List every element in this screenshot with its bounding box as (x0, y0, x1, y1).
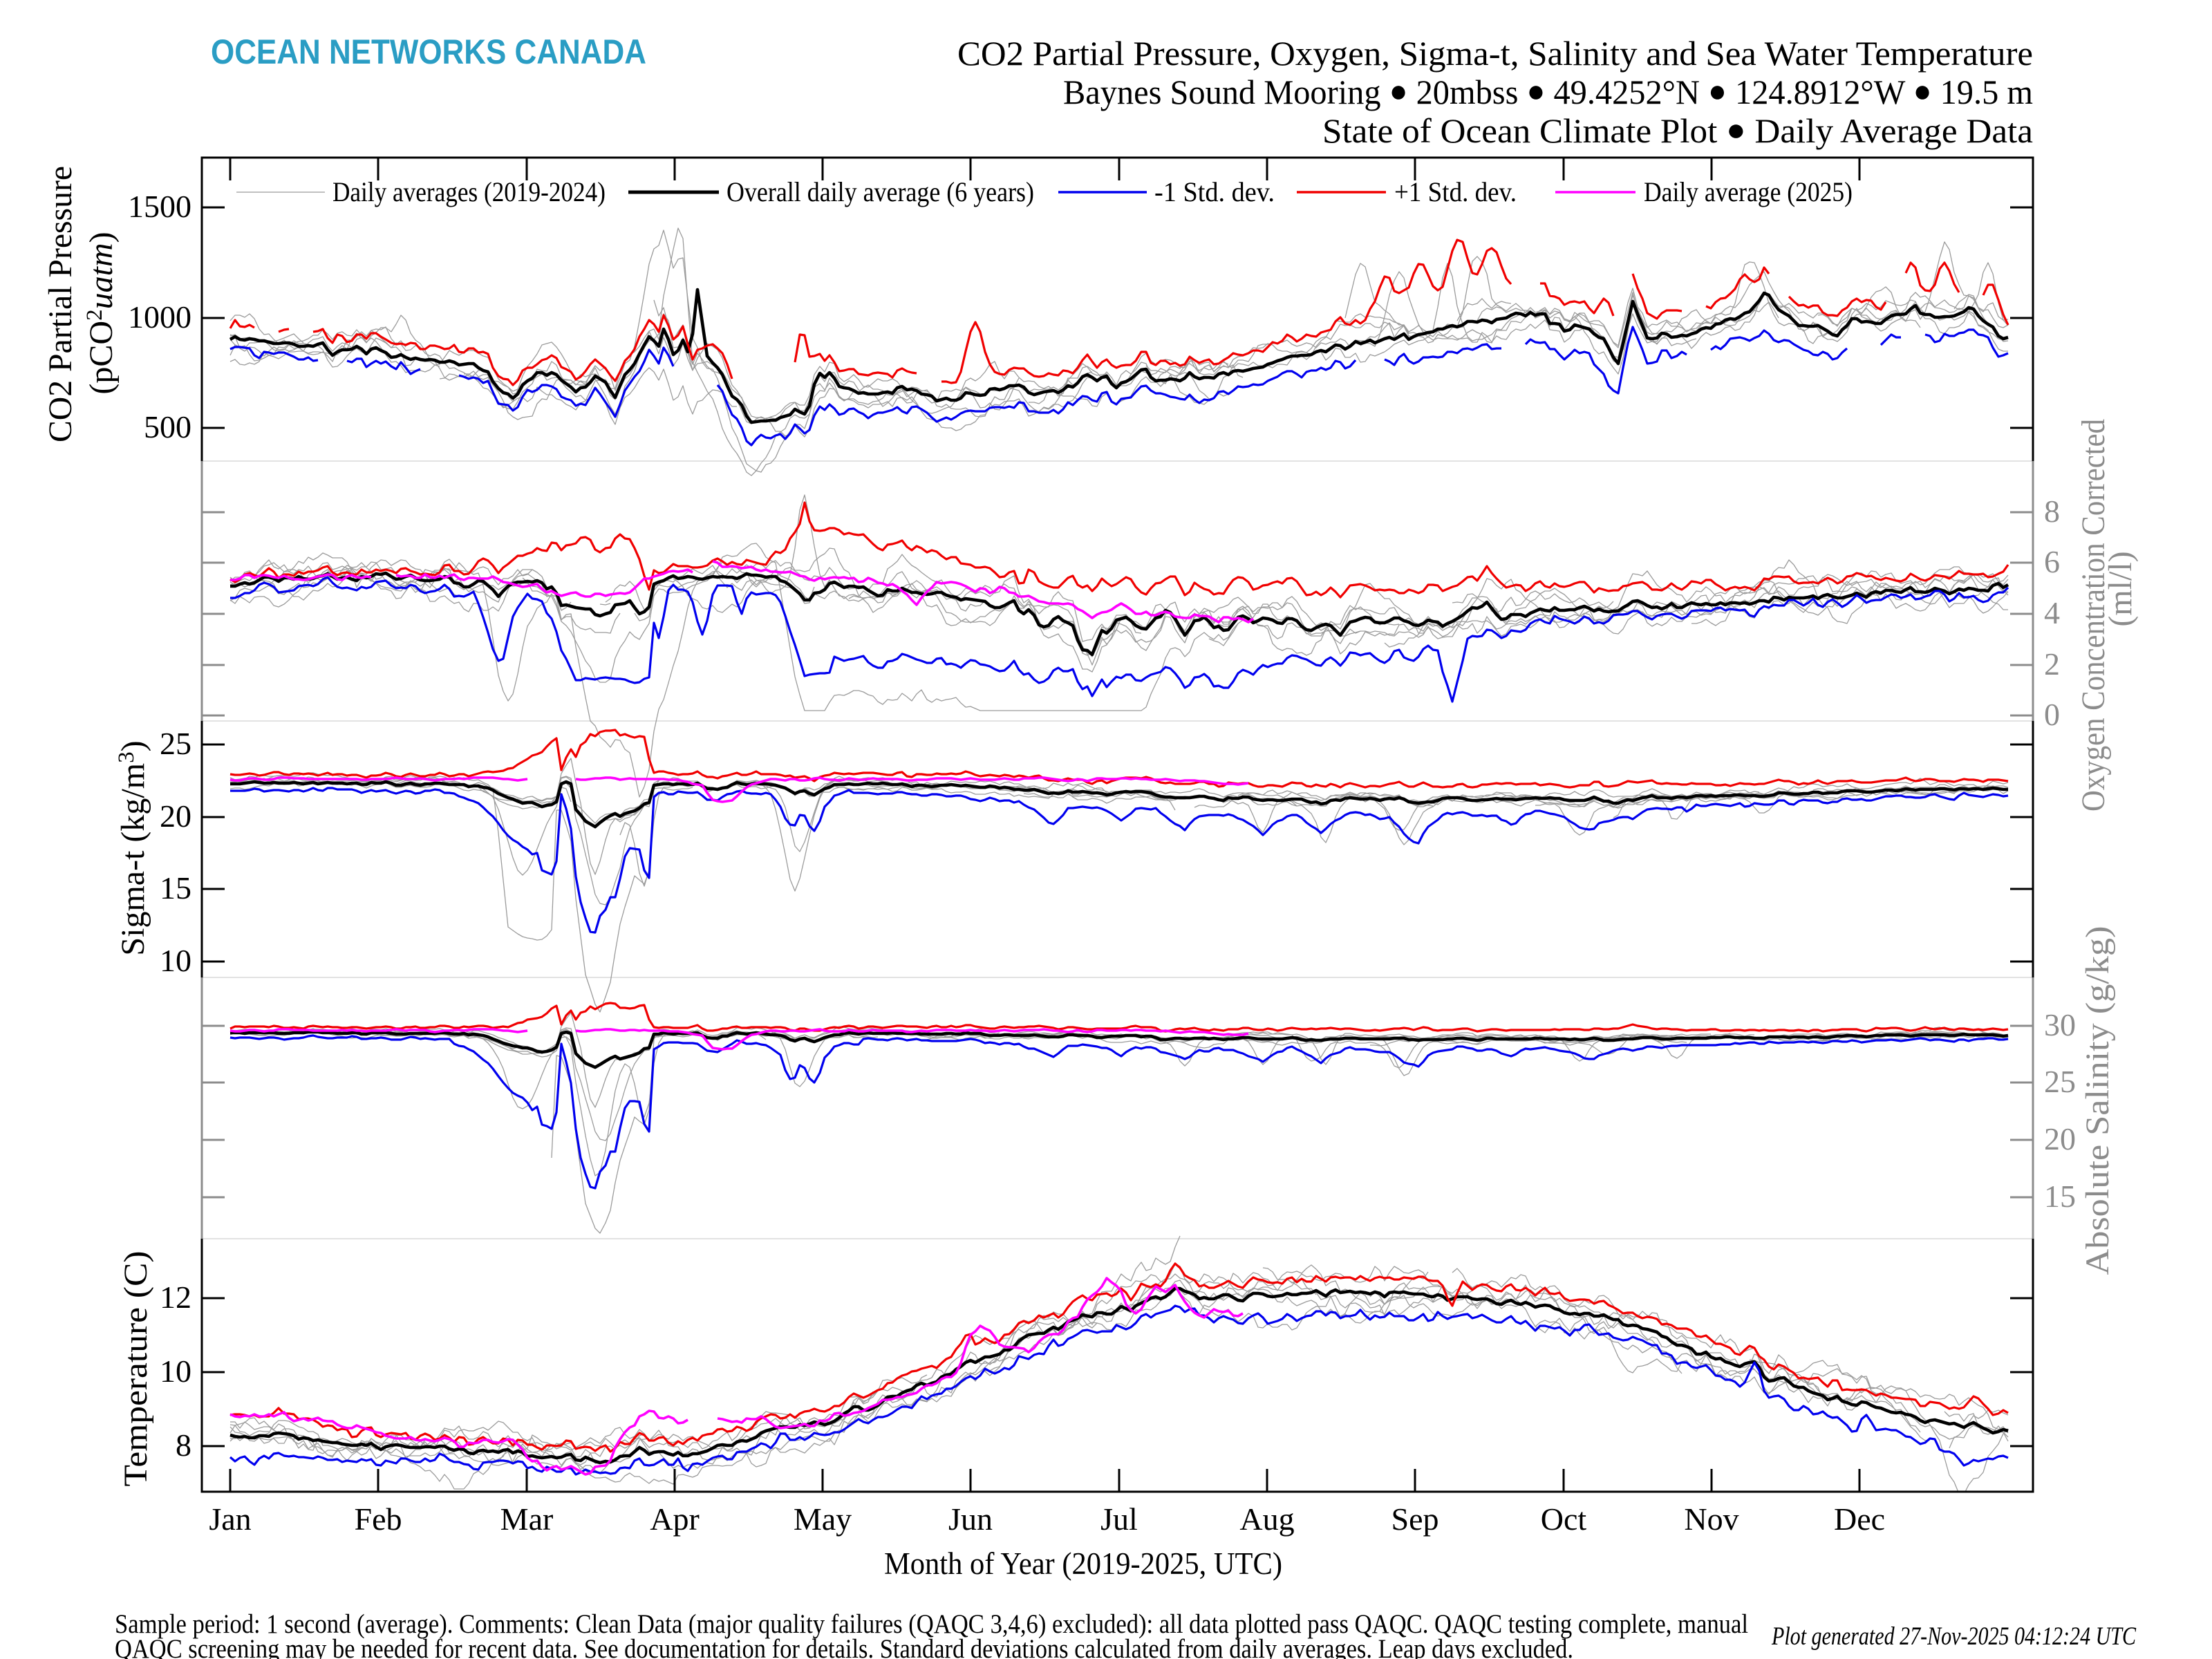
svg-text:Feb: Feb (355, 1501, 402, 1537)
svg-text:10: 10 (160, 1353, 191, 1389)
svg-text:25: 25 (2044, 1064, 2076, 1099)
svg-text:20: 20 (160, 798, 191, 834)
svg-text:Baynes Sound Mooring ● 20mbss: Baynes Sound Mooring ● 20mbss ● 49.4252°… (1063, 73, 2033, 111)
svg-text:Daily averages (2019-2024): Daily averages (2019-2024) (332, 176, 606, 207)
svg-text:-1 Std. dev.: -1 Std. dev. (1154, 176, 1275, 207)
svg-text:May: May (794, 1501, 852, 1537)
svg-text:CO2 Partial Pressure: CO2 Partial Pressure (42, 166, 79, 442)
svg-text:CO2 Partial Pressure, Oxygen,: CO2 Partial Pressure, Oxygen, Sigma-t, S… (957, 34, 2033, 73)
svg-text:Month of Year (2019-2025, UTC): Month of Year (2019-2025, UTC) (884, 1546, 1282, 1581)
svg-text:15: 15 (160, 870, 191, 906)
svg-text:Jul: Jul (1100, 1501, 1138, 1537)
svg-text:Sample period: 1 second (avera: Sample period: 1 second (average). Comme… (115, 1609, 1748, 1639)
svg-text:500: 500 (144, 409, 191, 444)
svg-text:Oxygen Concentration Corrected: Oxygen Concentration Corrected (2075, 419, 2112, 812)
svg-text:0: 0 (2044, 697, 2060, 732)
svg-text:30: 30 (2044, 1007, 2076, 1042)
svg-text:12: 12 (160, 1280, 191, 1315)
svg-text:10: 10 (160, 943, 191, 978)
svg-text:Dec: Dec (1834, 1501, 1885, 1537)
svg-text:Mar: Mar (500, 1501, 554, 1537)
svg-text:Jan: Jan (209, 1501, 251, 1537)
svg-text:20: 20 (2044, 1121, 2076, 1156)
svg-text:Sep: Sep (1391, 1501, 1439, 1537)
svg-text:Sigma-t (kg/m3): Sigma-t (kg/m3) (114, 740, 151, 955)
svg-text:Overall daily average (6 years: Overall daily average (6 years) (727, 176, 1034, 207)
svg-text:1000: 1000 (128, 299, 191, 335)
svg-text:QAQC screening may be needed f: QAQC screening may be needed for recent … (115, 1634, 1573, 1659)
svg-text:4: 4 (2044, 595, 2060, 630)
svg-text:Temperature (C): Temperature (C) (118, 1251, 154, 1487)
svg-text:6: 6 (2044, 544, 2060, 579)
svg-text:State of Ocean Climate Plot ●: State of Ocean Climate Plot ● Daily Aver… (1322, 111, 2033, 150)
svg-text:Daily average (2025): Daily average (2025) (1644, 176, 1853, 207)
svg-text:8: 8 (176, 1427, 191, 1463)
svg-text:Jun: Jun (948, 1501, 993, 1537)
svg-text:25: 25 (160, 726, 191, 761)
svg-text:OCEAN NETWORKS CANADA: OCEAN NETWORKS CANADA (211, 32, 646, 71)
svg-text:(ml/l): (ml/l) (2102, 551, 2139, 626)
svg-text:Aug: Aug (1239, 1501, 1294, 1537)
svg-text:+1 Std. dev.: +1 Std. dev. (1394, 176, 1517, 207)
svg-text:2: 2 (2044, 646, 2060, 682)
svg-text:1500: 1500 (128, 189, 191, 224)
svg-text:Apr: Apr (650, 1501, 700, 1537)
svg-text:Oct: Oct (1541, 1501, 1587, 1537)
svg-text:Plot generated 27-Nov-2025 04:: Plot generated 27-Nov-2025 04:12:24 UTC (1771, 1622, 2137, 1651)
svg-text:8: 8 (2044, 494, 2060, 529)
svg-text:Nov: Nov (1684, 1501, 1738, 1537)
svg-text:15: 15 (2044, 1179, 2076, 1214)
svg-text:Absolute Salinity (g/kg): Absolute Salinity (g/kg) (2079, 926, 2116, 1275)
svg-text:(pCO2uatm): (pCO2uatm) (82, 232, 120, 394)
